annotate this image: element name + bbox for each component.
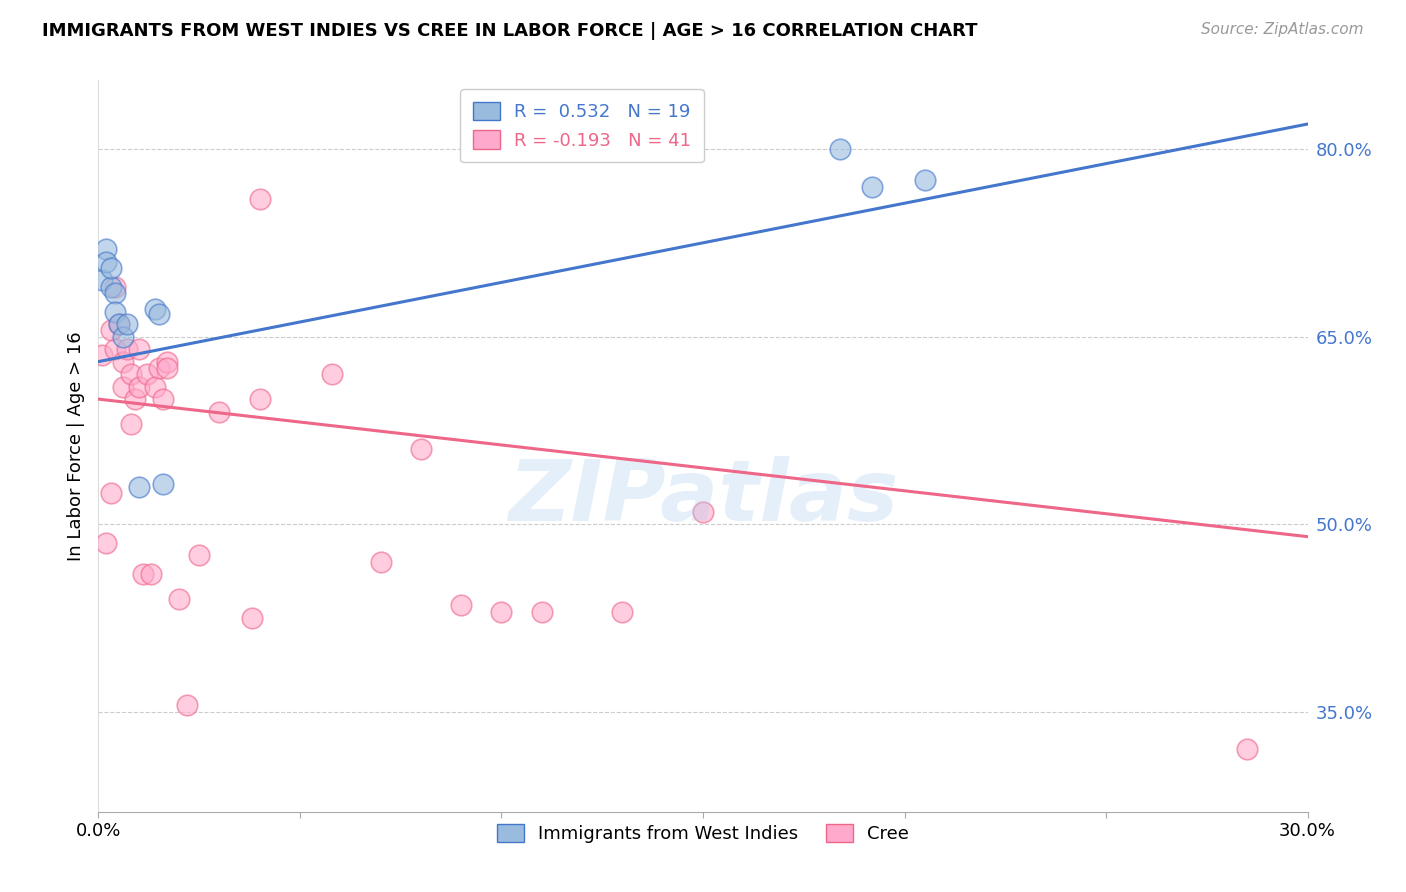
Point [103, 279, 125, 293]
Point [128, 342, 150, 356]
Point [249, 392, 271, 406]
Point [128, 480, 150, 494]
Point [96, 254, 118, 268]
Point [692, 505, 714, 519]
Point [167, 592, 190, 607]
Text: ZIPatlas: ZIPatlas [508, 456, 898, 539]
Point [91, 273, 114, 287]
Point [828, 142, 851, 156]
Point [107, 317, 129, 331]
Point [914, 173, 936, 187]
Point [103, 342, 125, 356]
Text: IMMIGRANTS FROM WEST INDIES VS CREE IN LABOR FORCE | AGE > 16 CORRELATION CHART: IMMIGRANTS FROM WEST INDIES VS CREE IN L… [42, 22, 977, 40]
Point [860, 179, 883, 194]
Point [96, 536, 118, 550]
Point [249, 192, 271, 206]
Point [1236, 742, 1258, 756]
Point [91, 348, 114, 362]
Point [409, 442, 432, 457]
Point [100, 323, 122, 337]
Point [148, 307, 170, 321]
Point [450, 599, 472, 613]
Point [176, 698, 198, 713]
Y-axis label: In Labor Force | Age > 16: In Labor Force | Age > 16 [66, 331, 84, 561]
Point [143, 302, 166, 317]
Point [100, 260, 122, 275]
Point [491, 605, 513, 619]
Point [120, 367, 142, 381]
Point [156, 354, 179, 368]
Point [152, 392, 174, 406]
Text: Source: ZipAtlas.com: Source: ZipAtlas.com [1201, 22, 1364, 37]
Point [107, 317, 129, 331]
Point [612, 605, 634, 619]
Point [100, 279, 122, 293]
Point [139, 567, 162, 582]
Point [148, 360, 170, 375]
Point [132, 567, 155, 582]
Point [103, 285, 125, 300]
Point [111, 354, 134, 368]
Point [240, 611, 263, 625]
Point [135, 367, 157, 381]
Point [188, 549, 211, 563]
Point [111, 379, 134, 393]
Point [208, 404, 231, 418]
Point [115, 317, 138, 331]
Point [152, 477, 174, 491]
Point [124, 392, 146, 406]
Point [156, 360, 179, 375]
Point [530, 605, 553, 619]
Point [321, 367, 343, 381]
Point [143, 379, 166, 393]
Point [115, 342, 138, 356]
Point [120, 417, 142, 431]
Point [96, 242, 118, 256]
Point [100, 486, 122, 500]
Legend: Immigrants from West Indies, Cree: Immigrants from West Indies, Cree [489, 816, 917, 850]
Point [111, 329, 134, 343]
Point [370, 555, 392, 569]
Point [128, 379, 150, 393]
Point [103, 304, 125, 318]
